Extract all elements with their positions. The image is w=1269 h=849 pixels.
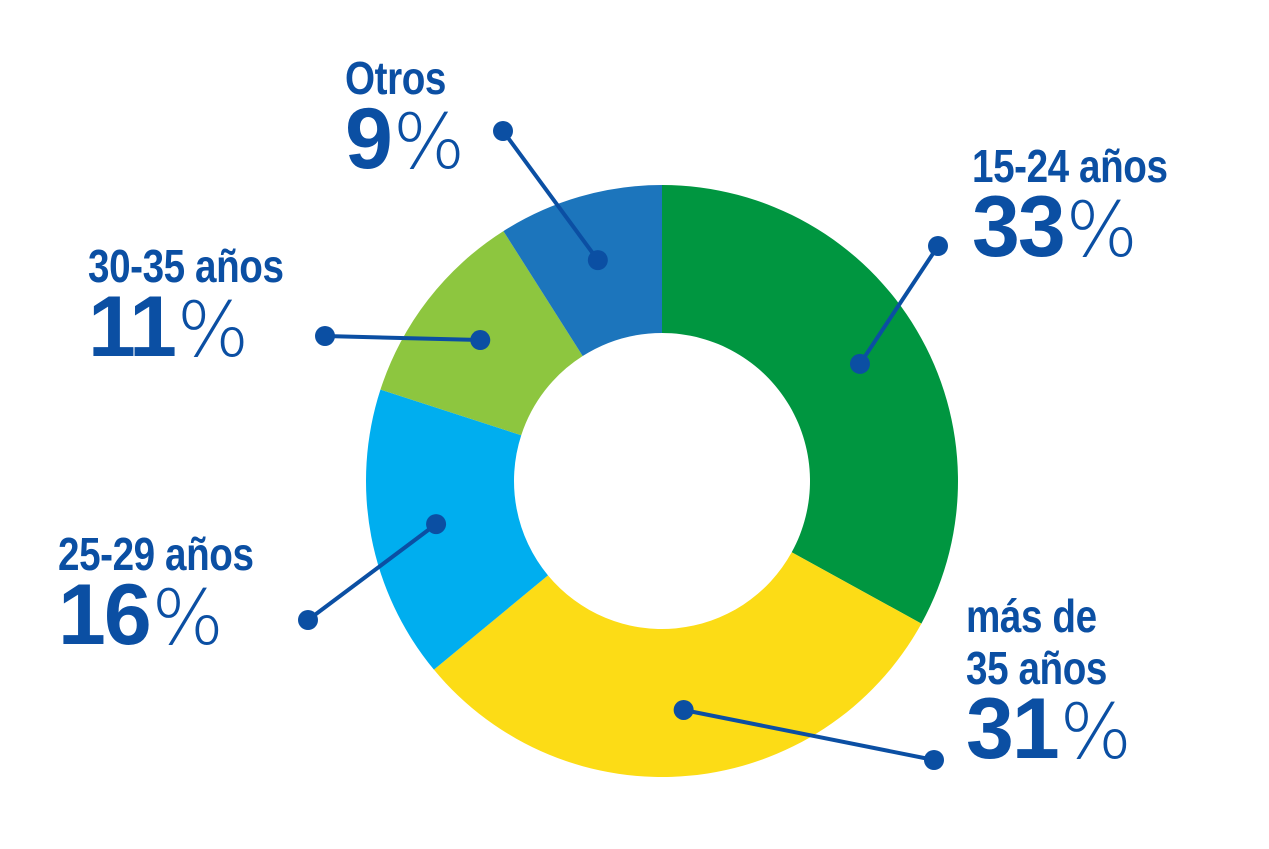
percent-sign-30-35: %	[176, 285, 250, 374]
percent-30-35: 11%	[88, 284, 321, 391]
label-25-29: 25-29 años 16%	[58, 528, 291, 679]
leader-line-otros	[501, 129, 600, 262]
percent-15-24: 33%	[972, 184, 1205, 291]
percent-25-29: 16%	[58, 572, 291, 679]
leader-line-25-29	[306, 522, 438, 622]
label-otros: Otros 9%	[345, 52, 465, 203]
leader-dot-inner-25-29	[426, 514, 447, 535]
percent-sign-otros: %	[392, 97, 466, 186]
leader-dot-outer-30-35	[315, 326, 335, 346]
label-15-24: 15-24 años 33%	[972, 140, 1205, 291]
category-name-25-29: 25-29 años	[58, 528, 254, 580]
leader-dot-outer-25-29	[298, 610, 318, 630]
slices-group	[366, 185, 958, 777]
category-name-15-24: 15-24 años	[972, 140, 1168, 192]
leader-line-mas-de-35	[683, 708, 935, 762]
leader-dot-outer-15-24	[928, 236, 948, 256]
percent-value-30-35: 11	[88, 279, 177, 375]
category-name-otros: Otros	[345, 52, 446, 104]
category-name-mas-de-35: más de 35 años	[966, 590, 1107, 694]
leader-dot-inner-15-24	[849, 353, 870, 374]
leader-lines-group	[298, 121, 948, 770]
slice-mas-de-35	[433, 552, 922, 777]
leader-dot-outer-otros	[493, 121, 513, 141]
percent-mas-de-35: 31%	[966, 686, 1156, 793]
slice-otros	[503, 185, 662, 357]
leader-line-15-24	[858, 244, 940, 366]
percent-sign-mas-de-35: %	[1059, 687, 1132, 776]
leader-dot-outer-mas-de-35	[924, 750, 944, 770]
slice-25-29	[366, 389, 548, 670]
leader-dot-inner-mas-de-35	[673, 699, 694, 720]
category-name-30-35: 30-35 años	[88, 240, 284, 292]
leader-dot-inner-30-35	[470, 330, 491, 351]
percent-value-25-29: 16	[58, 567, 152, 663]
leader-line-30-35	[324, 334, 481, 343]
label-30-35: 30-35 años 11%	[88, 240, 321, 391]
percent-value-otros: 9	[345, 91, 393, 187]
label-mas-de-35: más de 35 años 31%	[966, 590, 1156, 793]
slice-15-24	[662, 185, 958, 624]
percent-sign-15-24: %	[1065, 185, 1138, 274]
leader-dot-inner-otros	[587, 250, 608, 271]
percent-value-15-24: 33	[972, 179, 1066, 275]
percent-otros: 9%	[345, 96, 466, 203]
percent-sign-25-29: %	[151, 573, 224, 662]
percent-value-mas-de-35: 31	[966, 681, 1060, 777]
